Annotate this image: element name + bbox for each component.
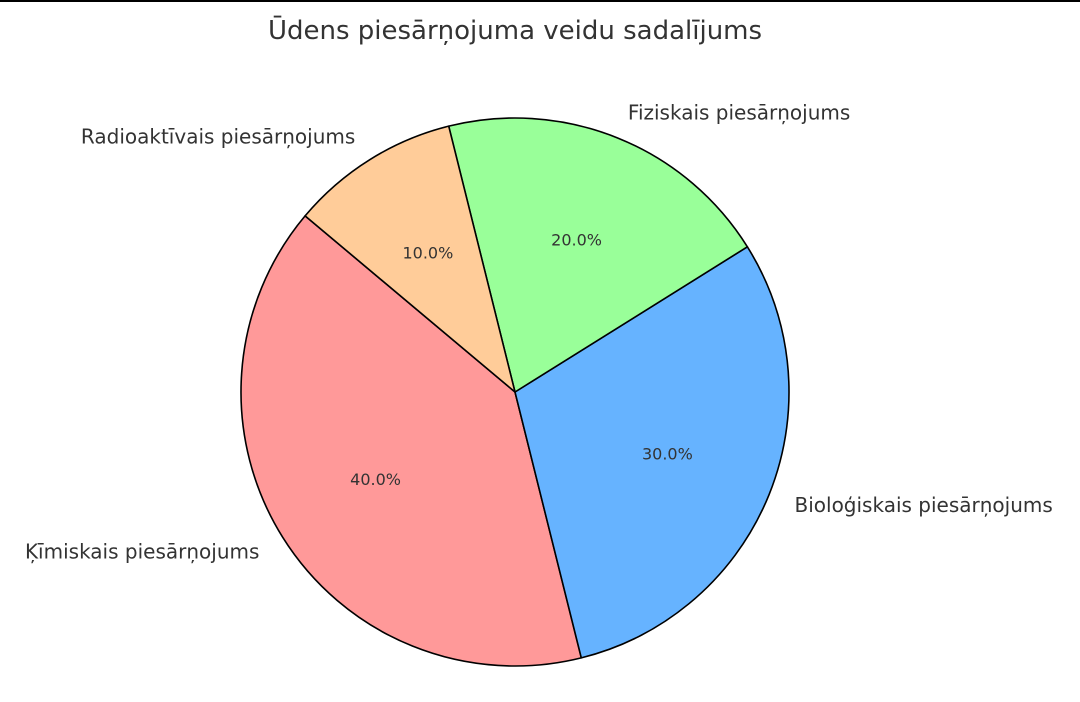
- pie-percent-label: 10.0%: [402, 244, 453, 263]
- percent-labels: 40.0% 30.0% 20.0% 10.0%: [350, 231, 693, 490]
- pie-slice-2: [447, 117, 749, 393]
- pie-category-label: Radioaktīvais piesārņojums: [81, 124, 355, 148]
- pie-category-label: Fiziskais piesārņojums: [628, 101, 850, 125]
- pie-percent-label: 30.0%: [642, 445, 693, 464]
- category-labels: Ķīmiskais piesārņojums Bioloģiskais piesā…: [25, 101, 1053, 564]
- pie-percent-label: 20.0%: [551, 231, 602, 250]
- chart-title: Ūdens piesārņojuma veidu sadalījums: [268, 15, 762, 46]
- pie-percent-label: 40.0%: [350, 470, 401, 489]
- top-border: [0, 0, 1080, 2]
- pie-slices: [240, 117, 790, 667]
- pie-category-label: Ķīmiskais piesārņojums: [25, 540, 259, 564]
- pie-slice-0: [240, 215, 583, 667]
- pie-slice-3: [304, 125, 516, 393]
- pie-category-label: Bioloģiskais piesārņojums: [795, 493, 1053, 517]
